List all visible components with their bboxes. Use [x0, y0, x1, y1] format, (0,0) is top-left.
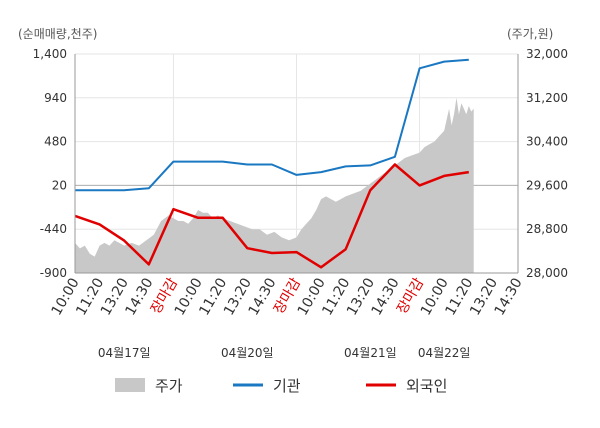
- left-tick-label: -900: [40, 266, 67, 280]
- left-tick-label: 480: [44, 135, 67, 149]
- price-area-series: [75, 97, 474, 273]
- legend-label: 외국인: [406, 377, 447, 395]
- date-label: 04월22일: [418, 346, 471, 360]
- right-tick-label: 31,200: [526, 91, 568, 105]
- date-label: 04월20일: [221, 346, 274, 360]
- date-label: 04월17일: [98, 346, 151, 360]
- right-tick-label: 28,000: [526, 266, 568, 280]
- left-tick-label: 1,400: [33, 47, 67, 61]
- right-tick-label: 30,400: [526, 135, 568, 149]
- right-axis-unit: (주가,원): [507, 27, 553, 41]
- left-axis-ticks: 1,400 940 480 20 -440 -900: [33, 47, 67, 280]
- legend: 주가 기관 외국인: [115, 377, 447, 395]
- left-tick-label: 20: [52, 178, 67, 192]
- left-tick-label: -440: [40, 222, 67, 236]
- legend-item: 주가: [115, 377, 183, 395]
- legend-item: 기관: [233, 377, 301, 395]
- legend-label: 주가: [155, 377, 183, 395]
- legend-item: 외국인: [366, 377, 447, 395]
- legend-swatch: [115, 378, 145, 392]
- right-tick-label: 29,600: [526, 178, 568, 192]
- series-line-institution: [75, 58, 469, 192]
- axes: [74, 54, 519, 274]
- left-tick-label: 940: [44, 91, 67, 105]
- flow-lines: [74, 58, 469, 269]
- x-axis-ticks: 10:0011:2013:2014:30장마감10:0011:2013:2014…: [49, 275, 526, 318]
- series-line-foreign: [74, 163, 469, 269]
- right-tick-label: 28,800: [526, 222, 568, 236]
- date-labels: 04월17일 04월20일 04월21일 04월22일: [98, 346, 471, 360]
- price-area: [75, 97, 474, 273]
- left-axis-unit: (순매매량,천주): [18, 26, 97, 41]
- date-label: 04월21일: [344, 346, 397, 360]
- legend-label: 기관: [273, 377, 301, 395]
- right-tick-label: 32,000: [526, 47, 568, 61]
- right-axis-ticks: 32,000 31,200 30,400 29,600 28,800 28,000: [526, 47, 568, 280]
